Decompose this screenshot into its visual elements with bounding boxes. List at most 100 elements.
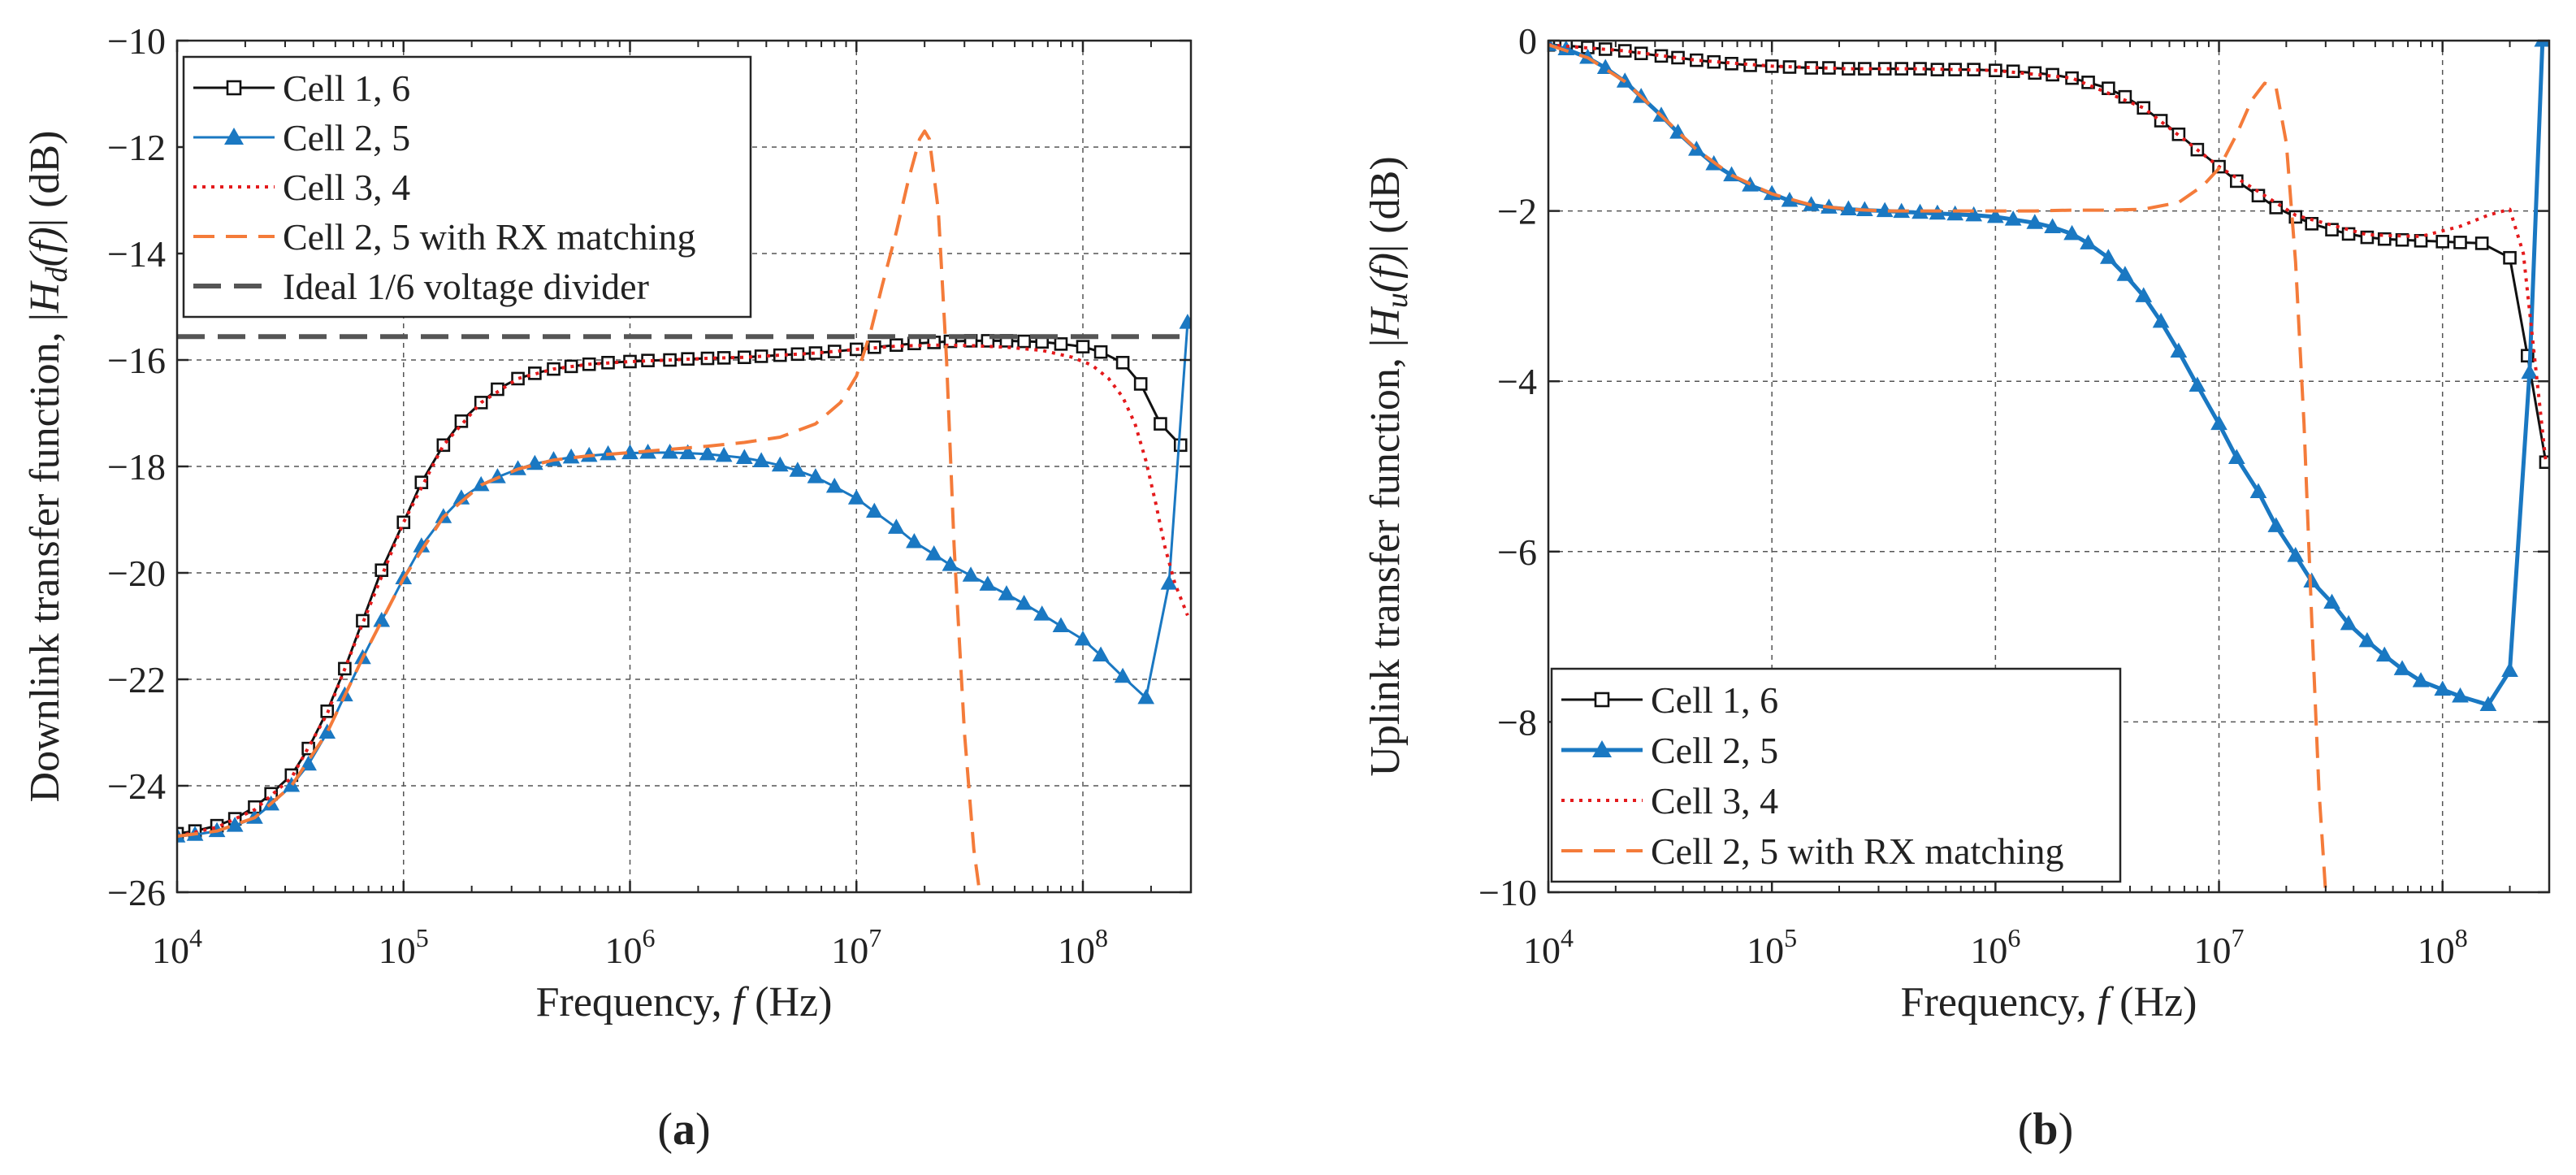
data-point [887,518,905,534]
series-line [177,129,981,892]
x-tick-label: 106 [1970,923,2020,971]
legend-label: Cell 2, 5 [283,117,410,158]
y-axis-label: Downlink transfer function, |Hd(f)| (dB) [22,131,74,803]
data-point [807,468,825,483]
legend-box [1550,667,2122,883]
x-tick-label: 106 [605,923,656,971]
series-cell-1-6 [177,334,1188,841]
x-tick-label: 108 [2418,923,2468,971]
legend-label: Cell 3, 4 [1651,780,1778,822]
data-point [2474,236,2489,250]
data-point [752,452,770,467]
legend-label: Cell 2, 5 [1651,730,1778,771]
x-axis-label: Frequency, f (Hz) [536,979,833,1025]
legend-label: Ideal 1/6 voltage divider [283,266,649,307]
data-point [735,449,753,465]
data-point [2412,672,2430,687]
data-point [2028,66,2042,80]
panel-label: (a) [657,1104,710,1155]
y-tick-label: −12 [107,127,166,168]
data-point [2340,614,2357,631]
data-point [283,776,301,792]
legend-marker [226,80,242,96]
data-point [526,454,543,470]
data-point [2044,218,2061,234]
data-point [1076,340,1090,353]
data-point [1840,200,1857,216]
x-tick-label: 104 [152,923,202,971]
legend-label: Cell 3, 4 [283,167,410,208]
data-point [528,366,542,380]
series-cell-2-5-with-rx-matching [177,129,981,892]
data-point [2452,687,2469,703]
series-cell-3-4 [1548,43,2548,463]
data-point [661,443,678,459]
data-point [2004,210,2022,226]
x-tick-label: 104 [1523,923,1574,971]
data-point [1634,46,1648,61]
data-point [1133,377,1148,391]
data-point [2393,660,2411,675]
data-point [2100,249,2117,264]
x-tick-label: 108 [1058,923,1108,971]
series-line [1548,43,2548,463]
data-point [2503,250,2517,265]
data-point [942,556,959,571]
legend-label: Cell 1, 6 [283,67,410,109]
panel-label: (b) [2018,1104,2073,1155]
data-point [2063,224,2080,241]
data-point [2521,363,2539,379]
data-point [2375,646,2393,662]
data-point [511,371,525,386]
data-point [2325,223,2339,236]
data-point [1173,438,1188,453]
data-point [715,446,733,462]
y-tick-label: −18 [107,446,166,488]
legend: Cell 1, 6 Cell 2, 5 Cell 3, 4 Cell 2, 5 wit… [1550,667,2122,883]
data-point [491,382,504,397]
y-tick-label: −8 [1497,701,1537,743]
data-point [2341,227,2356,241]
axes-box [1547,39,2551,894]
data-point [2267,517,2285,532]
data-point [907,336,921,350]
data-point [2118,89,2132,104]
data-point [1946,205,1964,221]
data-point [1115,355,1130,370]
y-tick-label: −24 [107,765,166,807]
data-point [1015,594,1033,610]
data-point [1074,630,1092,646]
legend-box [182,55,752,319]
data-point [2453,236,2467,249]
data-point [300,755,317,771]
data-point [847,489,865,505]
x-tick-label: 107 [2194,923,2245,971]
series-cell-2-5-with-rx-matching [1548,43,2327,892]
y-tick-label: 0 [1518,20,1537,62]
data-point [1137,688,1155,705]
data-point [2116,266,2134,281]
data-point [1052,617,1070,632]
data-point [1160,574,1178,590]
data-point [2210,414,2227,431]
x-tick-label: 105 [379,923,429,971]
data-point [962,566,980,582]
x-tick-label: 105 [1747,923,1797,971]
y-tick-label: −4 [1497,361,1537,402]
chart-panel-b: 104 105 106 107 108 −10 −8 −6 −4 −2 0 Frequency, f … [1362,20,2551,1155]
data-point [1092,646,1110,662]
data-point [2287,547,2305,562]
data-point [373,611,391,627]
data-point [2501,661,2518,678]
x-axis-label: Frequency, f (Hz) [1901,979,2197,1025]
legend-label: Cell 2, 5 with RX matching [283,216,696,258]
series-cell-3-4 [177,343,1189,839]
legend-marker [224,128,244,145]
data-point [2189,376,2206,392]
y-tick-label: −16 [107,340,166,381]
data-point [2323,593,2340,609]
data-point [2435,235,2450,249]
data-point [1179,314,1191,329]
y-tick-label: −10 [107,20,166,62]
